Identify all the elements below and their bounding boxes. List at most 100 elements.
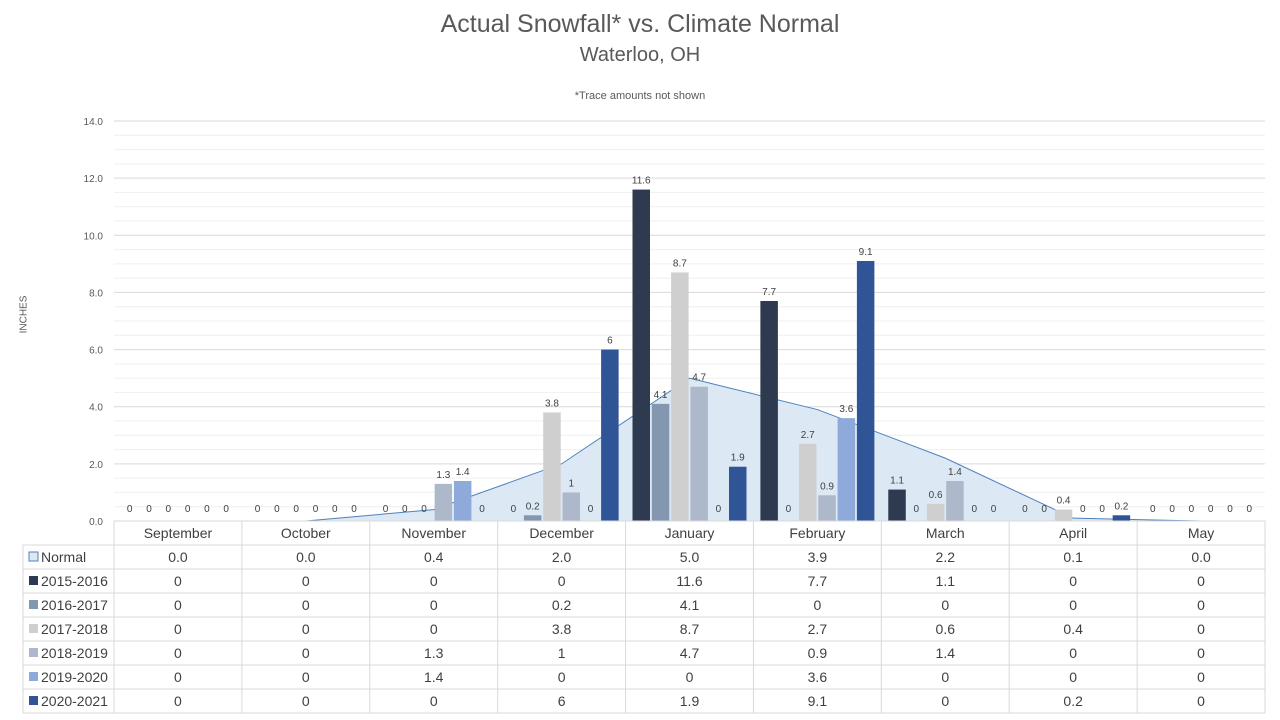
data-label: 0 bbox=[1099, 504, 1105, 515]
data-label: 9.1 bbox=[859, 247, 873, 258]
legend-key-2018-2019 bbox=[29, 648, 38, 657]
table-cell: 0 bbox=[1197, 693, 1205, 709]
table-cell: 2.7 bbox=[808, 621, 828, 637]
y-tick-label: 6.0 bbox=[89, 346, 103, 357]
data-label: 6 bbox=[607, 336, 613, 347]
bar-2018-2019-December bbox=[562, 492, 581, 521]
data-label: 0 bbox=[971, 504, 977, 515]
table-cell: 9.1 bbox=[808, 693, 828, 709]
data-label: 0.2 bbox=[1114, 501, 1128, 512]
table-cell: 0 bbox=[558, 669, 566, 685]
table-cell: 1.9 bbox=[680, 693, 700, 709]
table-cell: 0 bbox=[174, 621, 182, 637]
data-label: 8.7 bbox=[673, 258, 687, 269]
bar-2017-2018-March bbox=[926, 503, 945, 521]
chart-subtitle: Waterloo, OH bbox=[579, 44, 701, 66]
table-cell: 0 bbox=[174, 645, 182, 661]
x-category-label: April bbox=[1059, 525, 1087, 541]
table-cell: 0.4 bbox=[424, 549, 444, 565]
x-category-label: January bbox=[665, 525, 715, 541]
table-cell: 0 bbox=[1197, 645, 1205, 661]
data-label: 2.7 bbox=[801, 430, 815, 441]
bar-2019-2020-November bbox=[453, 481, 472, 521]
data-label: 0.9 bbox=[820, 481, 834, 492]
data-label: 7.7 bbox=[762, 287, 776, 298]
legend-label-2015-2016: 2015-2016 bbox=[41, 573, 108, 589]
table-cell: 2.0 bbox=[552, 549, 572, 565]
table-cell: 0 bbox=[302, 669, 310, 685]
table-cell: 3.6 bbox=[808, 669, 828, 685]
table-cell: 0 bbox=[1069, 573, 1077, 589]
legend-label-Normal: Normal bbox=[41, 549, 86, 565]
data-label: 0 bbox=[146, 504, 152, 515]
table-cell: 5.0 bbox=[680, 549, 700, 565]
x-category-label: September bbox=[144, 525, 213, 541]
table-cell: 0.2 bbox=[1063, 693, 1083, 709]
bar-2020-2021-January bbox=[729, 466, 747, 521]
table-cell: 0 bbox=[302, 573, 310, 589]
legend-label-2017-2018: 2017-2018 bbox=[41, 621, 108, 637]
data-label: 0.2 bbox=[526, 501, 540, 512]
bar-2016-2017-December bbox=[523, 515, 542, 521]
data-label: 0 bbox=[1227, 504, 1233, 515]
chart-title: Actual Snowfall* vs. Climate Normal bbox=[440, 10, 840, 38]
table-cell: 4.1 bbox=[680, 597, 700, 613]
table-cell: 2.2 bbox=[936, 549, 956, 565]
data-label: 0 bbox=[1169, 504, 1175, 515]
x-category-label: May bbox=[1188, 525, 1214, 541]
data-label: 3.8 bbox=[545, 398, 559, 409]
data-label: 0 bbox=[1150, 504, 1156, 515]
data-label: 0 bbox=[786, 504, 792, 515]
data-label: 0 bbox=[223, 504, 229, 515]
legend-key-2015-2016 bbox=[29, 576, 38, 585]
x-category-label: March bbox=[926, 525, 965, 541]
table-cell: 0 bbox=[302, 621, 310, 637]
data-label: 11.6 bbox=[632, 176, 651, 187]
table-cell: 0.4 bbox=[1063, 621, 1083, 637]
bar-2018-2019-January bbox=[690, 386, 708, 521]
data-label: 0 bbox=[511, 504, 517, 515]
table-cell: 11.6 bbox=[676, 573, 702, 589]
data-label: 0.6 bbox=[929, 490, 943, 501]
table-cell: 0.0 bbox=[296, 549, 316, 565]
table-cell: 0 bbox=[941, 597, 949, 613]
data-label: 0 bbox=[185, 504, 191, 515]
table-cell: 7.7 bbox=[808, 573, 828, 589]
table-cell: 0 bbox=[174, 597, 182, 613]
table-cell: 0.0 bbox=[1191, 549, 1211, 565]
data-label: 0 bbox=[332, 504, 338, 515]
bar-2017-2018-December bbox=[543, 412, 561, 521]
y-tick-label: 2.0 bbox=[89, 460, 103, 471]
table-cell: 0.1 bbox=[1063, 549, 1083, 565]
bar-2017-2018-January bbox=[671, 272, 689, 521]
bar-2020-2021-February bbox=[856, 261, 875, 521]
legend-key-Normal bbox=[28, 551, 39, 562]
table-cell: 0 bbox=[430, 693, 438, 709]
data-label: 0 bbox=[914, 504, 920, 515]
table-cell: 0 bbox=[174, 693, 182, 709]
table-cell: 1 bbox=[558, 645, 566, 661]
x-category-label: February bbox=[789, 525, 845, 541]
table-cell: 1.4 bbox=[936, 645, 956, 661]
table-cell: 0.0 bbox=[168, 549, 188, 565]
table-cell: 0 bbox=[1197, 597, 1205, 613]
y-tick-label: 0.0 bbox=[89, 517, 103, 528]
data-label: 0 bbox=[402, 504, 408, 515]
legend-label-2016-2017: 2016-2017 bbox=[41, 597, 108, 613]
data-label: 0 bbox=[479, 504, 485, 515]
table-cell: 0 bbox=[1069, 597, 1077, 613]
x-category-label: December bbox=[529, 525, 594, 541]
x-category-label: November bbox=[401, 525, 466, 541]
table-cell: 0 bbox=[1197, 621, 1205, 637]
data-label: 0 bbox=[1247, 504, 1253, 515]
data-label: 0 bbox=[313, 504, 319, 515]
table-cell: 0 bbox=[813, 597, 821, 613]
data-label: 1.9 bbox=[731, 453, 745, 464]
bar-2015-2016-February bbox=[760, 301, 778, 521]
data-label: 4.7 bbox=[692, 373, 706, 384]
data-label: 0 bbox=[274, 504, 280, 515]
table-cell: 0 bbox=[430, 573, 438, 589]
table-cell: 4.7 bbox=[680, 645, 700, 661]
data-label: 0.4 bbox=[1057, 496, 1071, 507]
